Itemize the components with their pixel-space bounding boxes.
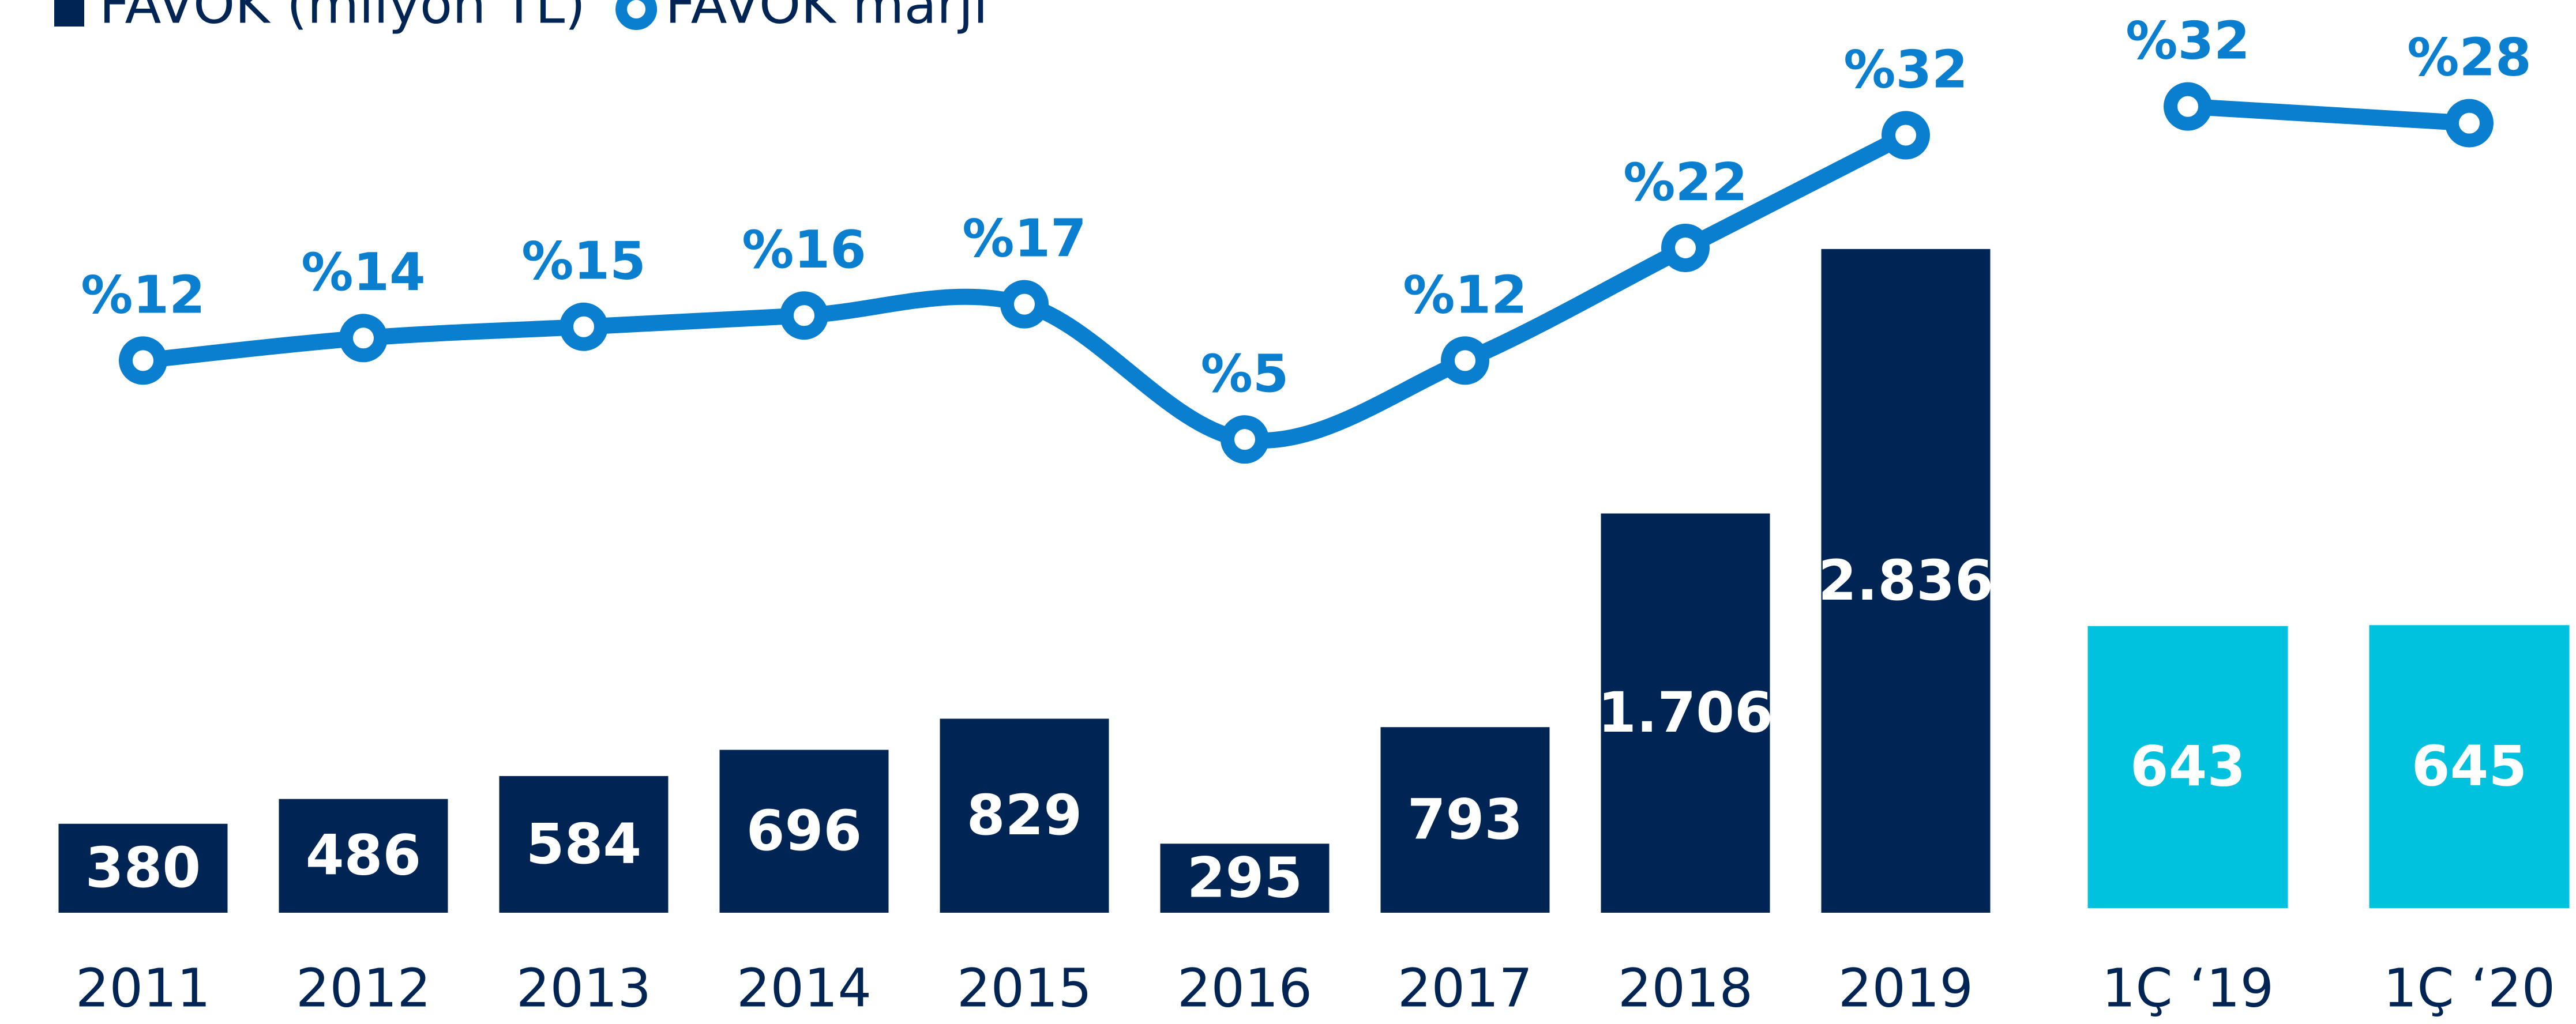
bar-value-label: 1.706 <box>1598 680 1773 745</box>
x-tick-label: 2015 <box>957 957 1092 1019</box>
bar <box>940 718 1109 913</box>
bar-value-label: 829 <box>967 783 1082 848</box>
line-marker <box>780 291 828 340</box>
line-value-label: %14 <box>301 242 425 303</box>
line-value-label: %15 <box>521 231 645 292</box>
bar-value-label: 645 <box>2412 734 2527 799</box>
line-marker <box>2445 99 2494 148</box>
x-tick-label: 1Ç ‘19 <box>2102 957 2274 1019</box>
x-tick-label: 2013 <box>516 957 651 1019</box>
x-tick-label: 2012 <box>296 957 431 1019</box>
line-marker <box>1000 280 1049 329</box>
line-marker <box>2164 82 2212 131</box>
x-tick-label: 2019 <box>1838 957 1973 1019</box>
x-tick-label: 2018 <box>1618 957 1753 1019</box>
line-marker <box>559 302 608 351</box>
line-value-label: %5 <box>1201 344 1289 404</box>
bar <box>1821 249 1991 913</box>
legend-swatch <box>54 0 84 27</box>
line-marker <box>119 336 167 385</box>
line-value-label: %32 <box>1843 39 1967 100</box>
x-tick-label: 1Ç ‘20 <box>2383 957 2555 1019</box>
bar-value-label: 643 <box>2130 735 2245 799</box>
line-marker <box>1661 223 1710 272</box>
bar <box>2369 625 2570 908</box>
line <box>2180 98 2477 131</box>
line-marker <box>339 314 388 363</box>
line-marker <box>1441 336 1489 385</box>
line-value-label: %12 <box>81 265 205 325</box>
line-marker <box>1221 415 1269 464</box>
bar-value-label: 295 <box>1187 845 1302 910</box>
line-value-label: %22 <box>1623 152 1747 213</box>
bar-value-label: 793 <box>1407 787 1523 852</box>
x-tick-label: 2016 <box>1177 957 1312 1019</box>
bar <box>58 823 228 913</box>
legend-label: FAVÖK marjı <box>665 0 988 35</box>
line-value-label: %17 <box>962 209 1086 269</box>
bar-value-label: 696 <box>746 799 862 863</box>
line-value-label: %16 <box>742 220 866 280</box>
bar-value-label: 2.836 <box>1818 548 1993 613</box>
x-tick-label: 2014 <box>737 957 872 1019</box>
bar-value-label: 486 <box>306 823 421 888</box>
line-marker <box>1882 111 1930 160</box>
bar-value-label: 584 <box>526 812 641 876</box>
x-tick-label: 2017 <box>1398 957 1533 1019</box>
legend-swatch <box>615 0 658 30</box>
bar <box>499 775 669 913</box>
bar-value-label: 380 <box>85 835 201 900</box>
bar <box>1160 844 1330 913</box>
line-value-label: %12 <box>1403 265 1527 325</box>
line-value-label: %32 <box>2126 11 2250 71</box>
bar <box>279 799 448 913</box>
bar <box>1601 513 1770 913</box>
bar <box>2087 626 2288 908</box>
bar <box>1380 727 1550 913</box>
x-tick-label: 2011 <box>76 957 211 1019</box>
legend-label: FAVÖK (milyon TL) <box>99 0 585 35</box>
bar <box>719 750 889 913</box>
line-value-label: %28 <box>2407 28 2531 88</box>
